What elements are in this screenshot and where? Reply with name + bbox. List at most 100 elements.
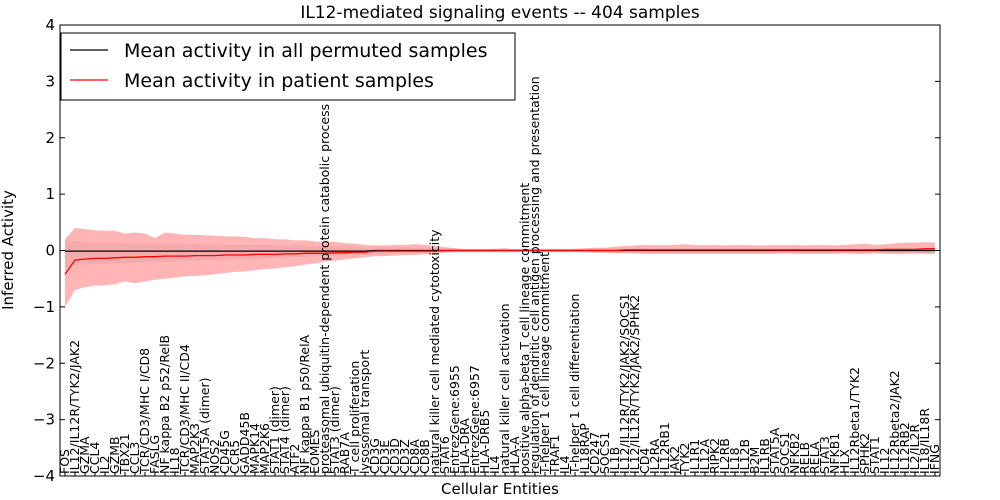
confidence-bands [65,227,935,307]
x-tick-label: GZMA [77,436,92,474]
x-tick-label: NOS2 [207,439,222,474]
x-tick-label: CD3E [377,440,392,474]
x-tick-label: IL12Rbeta2/JAK2 [887,370,902,474]
x-tick-label: STAT6 [437,436,452,474]
x-tick-label: SOCS1 [597,432,612,474]
patient-band [65,227,935,307]
y-tick-label: −4 [33,467,55,485]
x-tick-label: regulation of dendritic cell antigen pro… [527,76,542,474]
x-tick-label: FOS [57,449,72,474]
x-tick-label: CD3D [387,438,402,474]
x-tick-label: positive alpha-beta T cell lineage commi… [517,183,532,474]
x-tick-label: HLA-DRA [457,418,472,474]
x-tick-label: SPHK2 [857,433,872,474]
legend: Mean activity in all permuted samples Me… [60,32,516,101]
x-tick-label: IL18RAP [577,423,592,474]
series-lines [64,248,935,275]
x-tick-label: RELB [797,442,812,474]
x-tick-label: TCR/CD3/MHC I/CD8 [137,348,152,475]
x-tick-label: GADD45B [237,412,252,474]
x-tick-label: HLX [837,449,852,474]
x-tick-label: IL12RB1 [657,422,672,474]
x-tick-label: NFKB1 [827,433,842,474]
x-tick-label: HLA-A [507,436,522,474]
x-tick-labels: FOSIL12/IL12R/TYK2/JAK2GZMACCL4IL2GZMBTB… [57,76,942,476]
x-tick-label: lysosomal transport [357,350,372,474]
x-tick-label: IL18/IL18R [917,408,932,474]
x-tick-label: NF kappa B2 p52/RelB [157,335,172,474]
x-tick-label: MAPK14 [247,423,262,474]
x-tick-label: TYK2 [677,443,692,475]
x-tick-label: IL18 [167,447,182,474]
x-tick-label: IL4 [557,455,572,474]
x-tick-label: IL2RB [717,438,732,474]
patient-mean-line [64,248,935,275]
x-tick-label: STAT3 [817,436,832,474]
x-tick-label: CD8A [407,439,422,474]
x-tick-label: IL2RA [647,438,662,474]
x-tick-label: NF kappa B1 p50/RelA [297,334,312,474]
x-tick-label: STAT5A (dimer) [197,378,212,474]
x-tick-label: IL12/IL12R/TYK2/JAK2 [67,340,82,474]
x-tick-label: TCR/CD3/MHC II/CD4 [177,344,192,475]
x-tick-label: IL12/IL12R/TYK2/JAK2/SPHK2 [627,295,642,474]
x-tick-label: TRAF1 [547,434,562,475]
x-tick-label: IL18 [727,447,742,474]
x-tick-label: IL1B [607,447,622,474]
chart-title: IL12-mediated signaling events -- 404 sa… [300,3,700,23]
y-tick-label: −1 [33,298,55,316]
x-tick-label: CD3G [367,438,382,474]
x-tick-label: SOCS1 [777,432,792,474]
x-tick-label: ATF2 [287,444,302,474]
x-tick-label: TBX21 [117,433,132,475]
x-tick-label: CCR5 [227,440,242,474]
x-tick-label: GZMB [107,436,122,474]
x-tick-label: IL12/IL12R/TYK2/JAK2/SOCS1 [617,293,632,474]
x-tick-label: HLA-DRB5 [477,410,492,474]
y-tick-label: 3 [45,72,55,90]
x-tick-label: IL12Rbeta1/TYK2 [847,367,862,474]
x-tick-label: IL12B [737,439,752,474]
x-tick-label: RELA [807,441,822,474]
x-tick-label: CD4 [637,448,652,474]
x-tick-label: EntrezGene:6957 [467,365,482,474]
x-tick-label: MAP2K6 [257,423,272,474]
plot-frame [59,24,941,477]
x-tick-label: natural killer cell mediated cytotoxicit… [427,229,442,474]
x-tick-label: STAT1 [867,436,882,474]
x-tick-label: RAB7A [337,432,352,474]
x-tick-label: FASLG [147,435,162,474]
x-tick-label: natural killer cell activation [497,303,512,474]
y-tick-label: 1 [45,185,55,203]
legend-label-permuted: Mean activity in all permuted samples [124,40,487,62]
legend-label-patient: Mean activity in patient samples [124,70,434,92]
x-tick-label: B2M [747,447,762,474]
y-tick-label: 2 [45,129,55,147]
x-tick-label: T cell proliferation [347,361,362,475]
x-tick-label: STAT1 (dimer) [267,386,282,474]
x-tick-label: JAK2 [667,446,682,475]
y-tick-label: −3 [33,411,55,429]
y-tick-label: −2 [33,354,55,372]
y-axis-label: Inferred Activity [0,190,17,310]
x-axis-label: Cellular Entities [441,480,559,498]
y-tick-label: 4 [45,16,55,34]
x-tick-label: IL1RB [757,438,772,474]
x-tick-label: IL2 [97,455,112,474]
x-tick-label: CCL3 [127,442,142,474]
x-tick-label: EntrezGene:6955 [447,365,462,474]
x-tick-label: IFNG [927,444,942,474]
x-tick-label: IL12 [877,447,892,474]
x-tick-label: IL1R1 [687,439,702,474]
x-tick-label: STAT5A [767,427,782,474]
x-tick-label: IL12RB2 [897,422,912,474]
x-tick-label: IL12A [697,438,712,474]
x-tick-label: MAP2K3 [187,423,202,474]
x-tick-label: NFKB2 [787,433,802,474]
x-tick-label: CD247 [587,432,602,474]
x-tick-label: CD45G [217,430,232,474]
x-tick-label: T-helper 1 cell lineage commitment [537,252,552,475]
x-tick-label: CCL4 [87,442,102,474]
y-tick-label: 0 [45,242,55,260]
